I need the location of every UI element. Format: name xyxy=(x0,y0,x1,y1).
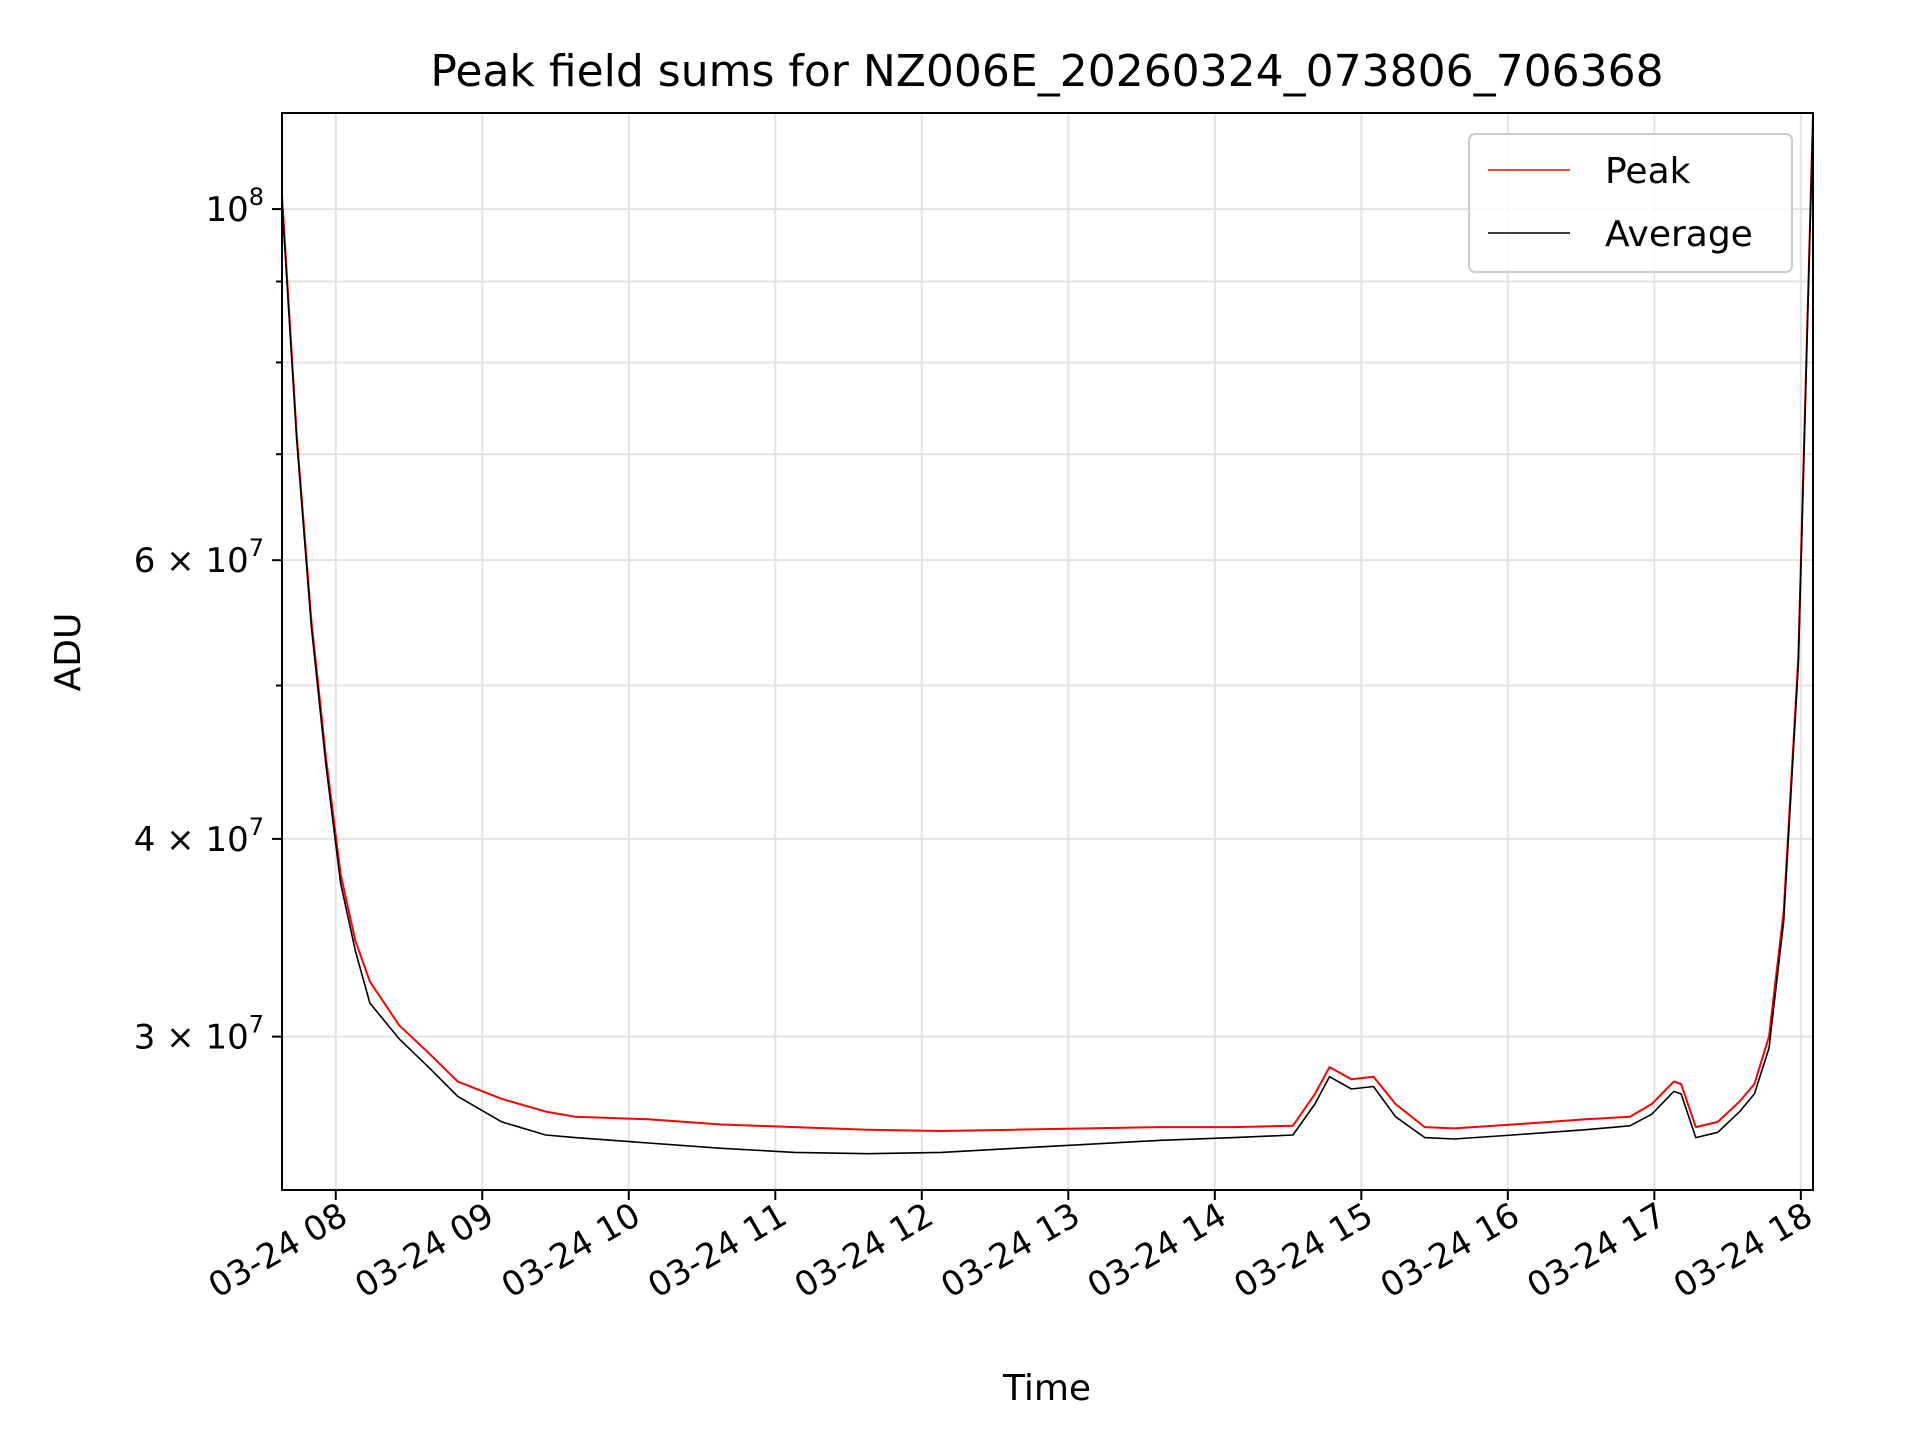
y-tick-label: 6 × 107 xyxy=(134,534,264,581)
grid-lines xyxy=(282,113,1813,1190)
plot-frame xyxy=(281,112,1814,1191)
chart-title: Peak field sums for NZ006E_20260324_0738… xyxy=(430,46,1663,97)
legend-average-label: Average xyxy=(1605,214,1753,255)
y-tick-label: 3 × 107 xyxy=(134,1011,264,1058)
legend: Peak Average xyxy=(1468,133,1793,273)
average-series-line xyxy=(281,118,1814,1155)
y-tick-label: 108 xyxy=(205,183,264,230)
peak-series-line xyxy=(281,112,1814,1132)
legend-box xyxy=(1468,133,1793,273)
series-lines xyxy=(281,112,1814,1155)
legend-peak-label: Peak xyxy=(1605,151,1691,192)
y-axis-label: ADU xyxy=(48,613,89,692)
x-axis-label: Time xyxy=(1002,1368,1091,1409)
y-tick-label: 4 × 107 xyxy=(134,813,264,860)
